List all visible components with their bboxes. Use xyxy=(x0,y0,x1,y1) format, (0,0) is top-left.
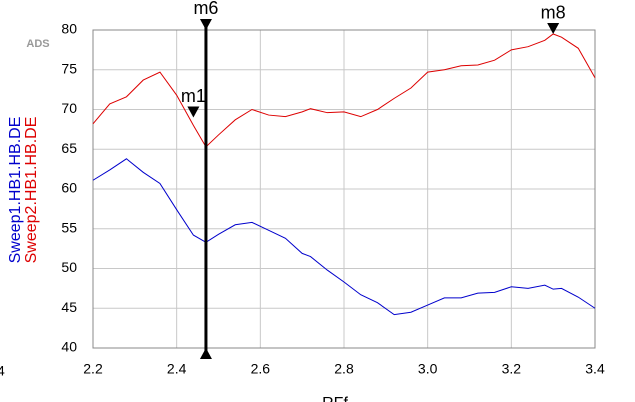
marker-label: m1 xyxy=(181,86,206,106)
x-tick-label: 2.4 xyxy=(167,361,187,377)
y-tick-label: 65 xyxy=(61,140,77,156)
y-tick-label: 40 xyxy=(61,339,77,355)
legend-label: Sweep2.HB1.HB.DE xyxy=(23,117,40,264)
x-tick-label: 2.6 xyxy=(251,361,271,377)
x-axis-label: RFf xyxy=(322,395,348,402)
series-line xyxy=(92,158,596,316)
y-tick-label: 45 xyxy=(61,299,77,315)
legend-label: Sweep1.HB1.HB.DE xyxy=(7,117,24,264)
plot-frame xyxy=(92,29,596,349)
x-tick-label: 2.8 xyxy=(334,361,354,377)
marker-triangle xyxy=(547,22,560,34)
y-tick-label: 80 xyxy=(61,21,77,37)
x-tick-label: 3.2 xyxy=(502,361,522,377)
y-tick-label: 55 xyxy=(61,219,77,235)
marker-triangle xyxy=(199,348,212,359)
marker-label: m6 xyxy=(193,0,218,18)
series-line xyxy=(92,33,596,148)
ads-logo: ADS xyxy=(26,38,49,50)
cropped-text: 4 xyxy=(0,363,5,379)
x-tick-label: 3.0 xyxy=(418,361,438,377)
x-tick-label: 3.4 xyxy=(585,361,605,377)
y-tick-label: 75 xyxy=(61,60,77,76)
y-tick-label: 70 xyxy=(61,100,77,116)
y-tick-label: 60 xyxy=(61,180,77,196)
x-tick-label: 2.2 xyxy=(83,361,103,377)
y-tick-label: 50 xyxy=(61,259,77,275)
marker-label: m8 xyxy=(541,3,566,23)
marker-triangle xyxy=(187,106,200,118)
marker-triangle xyxy=(199,19,212,30)
